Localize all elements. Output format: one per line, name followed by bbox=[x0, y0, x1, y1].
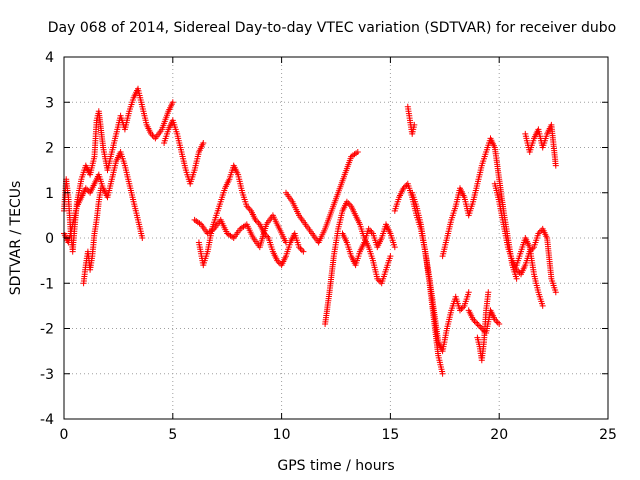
data-point bbox=[552, 162, 559, 169]
data-point bbox=[391, 244, 398, 251]
x-tick-label: 20 bbox=[490, 427, 508, 443]
x-tick-label: 5 bbox=[168, 427, 177, 443]
x-tick-label: 0 bbox=[60, 427, 69, 443]
x-tick-label: 25 bbox=[599, 427, 617, 443]
data-point bbox=[169, 99, 176, 106]
data-point bbox=[98, 185, 104, 192]
y-tick-label: -1 bbox=[40, 276, 54, 292]
x-axis-label: GPS time / hours bbox=[277, 458, 394, 474]
y-axis-label: SDTVAR / TECUs bbox=[8, 181, 24, 296]
data-point bbox=[354, 149, 361, 155]
x-tick-label: 10 bbox=[273, 427, 291, 443]
data-point bbox=[411, 121, 418, 128]
y-tick-label: 4 bbox=[45, 50, 54, 66]
y-tick-label: -2 bbox=[40, 322, 54, 338]
data-point bbox=[552, 289, 559, 296]
y-tick-label: -3 bbox=[40, 367, 54, 383]
data-point bbox=[513, 275, 520, 282]
data-point bbox=[485, 289, 492, 296]
y-tick-label: 0 bbox=[45, 231, 54, 247]
x-tick-label: 15 bbox=[381, 427, 399, 443]
data-point bbox=[439, 370, 446, 377]
data-point bbox=[139, 235, 146, 241]
data-point bbox=[300, 248, 307, 255]
data-point bbox=[465, 289, 472, 296]
y-tick-label: 2 bbox=[45, 141, 54, 157]
data-point bbox=[283, 239, 289, 246]
y-tick-label: 1 bbox=[45, 186, 54, 202]
data-point bbox=[496, 321, 503, 327]
chart-title: Day 068 of 2014, Sidereal Day-to-day VTE… bbox=[48, 20, 616, 36]
y-tick-label: -4 bbox=[40, 412, 54, 428]
data-point bbox=[200, 140, 207, 146]
data-points bbox=[61, 85, 559, 377]
axis-ticks: 0 5 10 15 20 25 -4 -3 -2 -1 0 1 2 3 4 bbox=[40, 50, 617, 443]
data-point bbox=[387, 253, 394, 260]
data-point bbox=[539, 302, 546, 309]
y-tick-label: 3 bbox=[45, 95, 54, 111]
